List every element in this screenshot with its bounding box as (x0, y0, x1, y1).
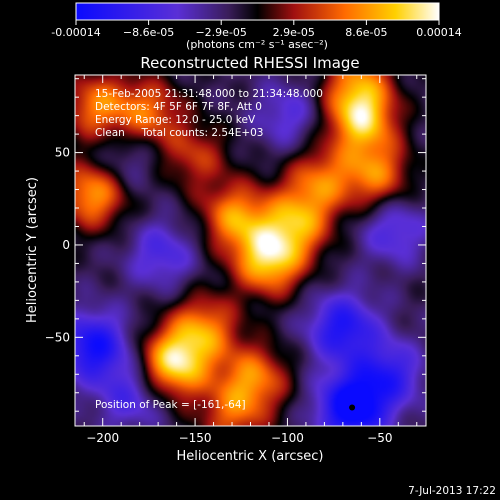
colorbar-tick-label: 8.6e-05 (345, 26, 387, 39)
minimum-dot (349, 404, 356, 411)
y-axis-label: Heliocentric Y (arcsec) (25, 177, 40, 323)
colorbar-tick-label: −8.6e-05 (123, 26, 174, 39)
heatmap-image (75, 75, 426, 426)
annotation-detectors: Detectors: 4F 5F 6F 7F 8F, Att 0 (95, 101, 262, 113)
chart-title: Reconstructed RHESSI Image (140, 54, 359, 72)
colorbar-ticks (75, 20, 440, 25)
footer-date: 7-Jul-2013 17:22 (408, 485, 496, 497)
colorbar-tick-label: −2.9e-05 (195, 26, 246, 39)
x-tick-label: −200 (86, 431, 119, 445)
x-axis-label: Heliocentric X (arcsec) (177, 449, 324, 464)
colorbar: -0.00014 −8.6e-05 −2.9e-05 2.9e-05 8.6e-05 0.… (51, 2, 462, 51)
colorbar-tick-label: 2.9e-05 (273, 26, 315, 39)
colorbar-label: (photons cm⁻² s⁻¹ asec⁻²) (186, 38, 328, 51)
plot-area (75, 75, 426, 426)
colorbar-tick-label: -0.00014 (51, 26, 100, 39)
y-tick-label: 0 (62, 238, 70, 252)
y-tick-label: −50 (45, 330, 70, 344)
colorbar-tick-labels: -0.00014 −8.6e-05 −2.9e-05 2.9e-05 8.6e-05 0.… (51, 26, 461, 39)
x-axis: −200 −150 −100 −50 (83, 75, 418, 445)
y-axis: −50 0 50 (45, 78, 426, 412)
annotation-time-range: 15-Feb-2005 21:31:48.000 to 21:34:48.000 (95, 88, 323, 100)
peak-marker (349, 404, 356, 411)
annotation-peak-position: Position of Peak = [-161,-64] (95, 399, 246, 411)
x-tick-label: −50 (367, 431, 392, 445)
annotation-total-counts: Clean Total counts: 2.54E+03 (95, 127, 264, 139)
annotations: 15-Feb-2005 21:31:48.000 to 21:34:48.000… (95, 88, 323, 411)
colorbar-tick-label: 0.00014 (416, 26, 462, 39)
x-tick-label: −150 (179, 431, 212, 445)
x-tick-label: −100 (271, 431, 304, 445)
annotation-energy-range: Energy Range: 12.0 - 25.0 keV (95, 114, 256, 126)
colorbar-gradient (75, 2, 440, 21)
y-tick-label: 50 (55, 146, 70, 160)
